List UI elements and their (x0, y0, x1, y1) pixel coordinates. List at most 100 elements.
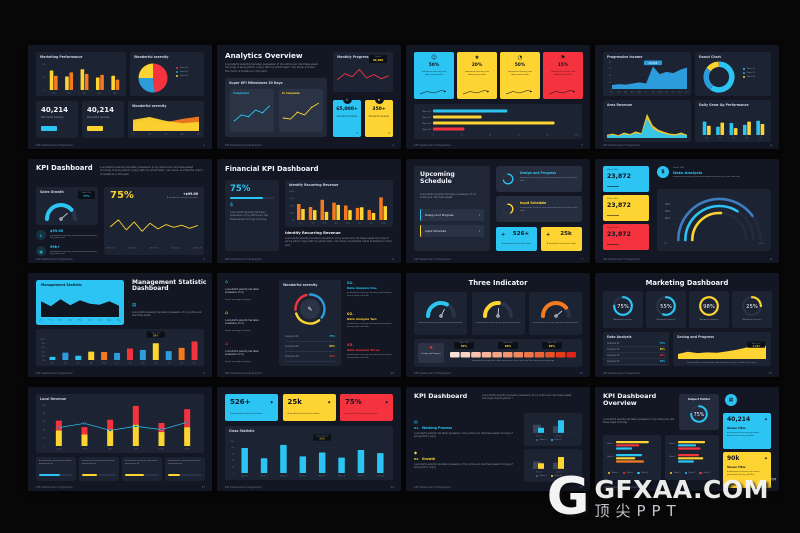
gauge-caption: A wonderful serenity has taken possessio… (533, 322, 578, 324)
monthly-progress (337, 68, 389, 80)
chart-text: Data 2 (607, 455, 614, 458)
slide-body: A wonderful serenity has taken possessio… (482, 394, 572, 401)
progress-icon-box: ✱ Design and Progress (418, 343, 444, 363)
schedule-item-label: Design and Progress (425, 213, 454, 217)
slide-6[interactable]: Financial KPI Dashboard 75% $ A wonderful s… (217, 159, 401, 263)
slide-14[interactable]: 526+ ◆ A wonderful serenity has taken 25k ◆ A… (217, 387, 401, 491)
stat-card: +25k A wonderful serenity has taken (541, 227, 582, 251)
slide-7[interactable]: Upcoming Schedule A wonderful serenity ha… (406, 159, 590, 263)
slide-16[interactable]: KPI Dashboard Overview A wonderful sereni… (595, 387, 779, 491)
chart-text: Mar (323, 221, 327, 224)
bank-icon: ⌂ (225, 311, 228, 316)
chart-text: 0 (432, 134, 433, 136)
stat-card: +526+ A wonderful serenity has taken (496, 227, 537, 251)
legend-dot (699, 472, 702, 475)
chart-text: 60 (232, 454, 235, 456)
legend-label: Data 1 (539, 475, 547, 478)
slide-title: KPI Dashboard (36, 164, 93, 172)
chart-text: Apr (334, 221, 337, 224)
chart-text: Data 1 (536, 435, 543, 438)
class-statistic-panel: Class Statistic 100 80 60 40 20 0 Week 1 Week 2 W… (225, 426, 393, 480)
slide-body: A wonderful serenity has taken possessio… (100, 166, 203, 176)
slide-1[interactable]: Marketing Performance 100 50 0 Jan Feb Mar Apr M… (28, 45, 212, 149)
legend-item: Data 01 (743, 68, 755, 71)
slide-title: KPI Dashboard (414, 392, 468, 400)
chart-text: $40 (41, 350, 45, 353)
progress-card: A wonderful serenity has taken possessio… (79, 457, 119, 481)
chart-text: Jan (610, 91, 614, 93)
legend-label: Data 01 (179, 67, 189, 70)
plus-icon: + (501, 232, 506, 238)
card-caption: Wonderful serenity has taken possession (508, 71, 532, 76)
plus-icon: + (546, 232, 551, 238)
chart-text: Data 1 (607, 442, 614, 445)
stat-card: 90k ◆ Views Title A wonderful serenity has … (723, 452, 771, 488)
marketing-performance: 100 50 0 Jan Feb Mar Apr May (41, 64, 123, 94)
card-label: Views Title (607, 227, 619, 229)
card-underline (607, 185, 619, 187)
chart-text: 100 (42, 405, 46, 407)
item-caption: Sweet mornings of spring (225, 330, 251, 332)
row-value: 56% (659, 354, 665, 358)
schedule-item[interactable]: Input Schedule ▾ (420, 225, 484, 237)
mini-bar-panel: Data 1 Data 2 Data 1 Data 2 (524, 449, 582, 482)
chart-text: $0 (292, 219, 295, 222)
chart-text: Value This (752, 343, 761, 345)
card-sparkline (505, 90, 533, 95)
slide-10[interactable]: ⌂ A wonderful serenity has taken possessi… (217, 273, 401, 377)
badge-label: Result (375, 55, 381, 58)
schedule-item[interactable]: Design and Progress ▾ (420, 209, 484, 221)
legend-item: Data 3 (699, 472, 710, 475)
chart-text: Jan (50, 362, 54, 364)
slide-4[interactable]: Progressive Income 80 60 40 20 0 Jan Feb Mar Apr M… (595, 45, 779, 149)
slide-8[interactable]: Views Title 23,872 Views Title 23,872 Views … (595, 159, 779, 263)
slide-body: A wonderful serenity has taken possessio… (603, 418, 674, 425)
legend-item: Data 02 (743, 71, 755, 75)
slide-2[interactable]: Analytics Overview A wonderful serenity h… (217, 45, 401, 149)
chart-text: Week 4 (299, 475, 307, 477)
slide-15[interactable]: KPI Dashboard A wonderful serenity has ta… (406, 387, 590, 491)
completed (233, 105, 270, 127)
chart-text: Apr (98, 91, 101, 94)
slide-5[interactable]: KPI Dashboard A wonderful serenity has ta… (28, 159, 212, 263)
badge-value: 90% (548, 344, 556, 349)
panel-title: Monthly Progress (337, 55, 369, 59)
recurring-revenue-panel: Identify Recurring Revenue $400 $300 $200 $1… (285, 180, 393, 227)
progress-card: Input Schedule A wonderful serenity has t… (496, 196, 582, 222)
stat-caption: Wonderful serenity (41, 115, 64, 119)
legend-item: Data 1 (536, 439, 547, 442)
chart-text: Feb (67, 92, 71, 94)
slide-13[interactable]: Local Revenue 100 80 60 40 20 0 2014 2015 2016 201… (28, 387, 212, 491)
card-title: Design and Progress (520, 171, 557, 175)
panel-title: Super KPI Milestones 30 Days (229, 81, 283, 85)
chart-text: $400 (289, 190, 295, 193)
chart-text: Aug (658, 90, 662, 93)
gauge (483, 301, 513, 318)
chart-text: Apr (90, 361, 93, 364)
slide-12[interactable]: Marketing Dashboard 75% Wonderful serenity… (595, 273, 779, 377)
progress-segments-bar (450, 352, 576, 358)
slide-11[interactable]: Three Indicator A wonderful serenity has … (406, 273, 590, 377)
diamond-icon: ◆ (764, 417, 767, 421)
cyan-pill (41, 126, 57, 131)
target-icon: ✱ (429, 345, 433, 350)
chart-text: May (102, 362, 106, 364)
slide-footer-label: KPI Dashboard Infographic (603, 484, 641, 489)
ring-chart (502, 203, 514, 215)
ring-chart: 75% (613, 296, 633, 316)
stat-caption: A wonderful serenity has taken (546, 243, 577, 245)
kpi-item: ◆ 02. Growth A wonderful serenity has taken… (414, 450, 520, 479)
badge-value: 60% (504, 344, 512, 349)
chart-text: 2017 (133, 448, 139, 450)
panel-title: Identify Recurring Revenue (289, 183, 339, 187)
slide-9[interactable]: Management Statistic Jan Feb Mar Apr May Jun Ju… (28, 273, 212, 377)
schedule-item-label: Input Schedule (425, 229, 446, 233)
card-label: Views Title (607, 169, 619, 171)
card-body: A wonderful serenity has taken possessio… (168, 460, 201, 466)
badge-label: Value This (547, 342, 557, 345)
stat-card: 40,214 Wonderful serenity (82, 101, 124, 138)
slide-3[interactable]: ☺ 50% Wonderful serenity has taken possess… (406, 45, 590, 149)
kpi-card: ⚑ 15% Wonderful serenity has taken possess… (543, 52, 583, 99)
chart-text: 2014 (56, 448, 62, 450)
